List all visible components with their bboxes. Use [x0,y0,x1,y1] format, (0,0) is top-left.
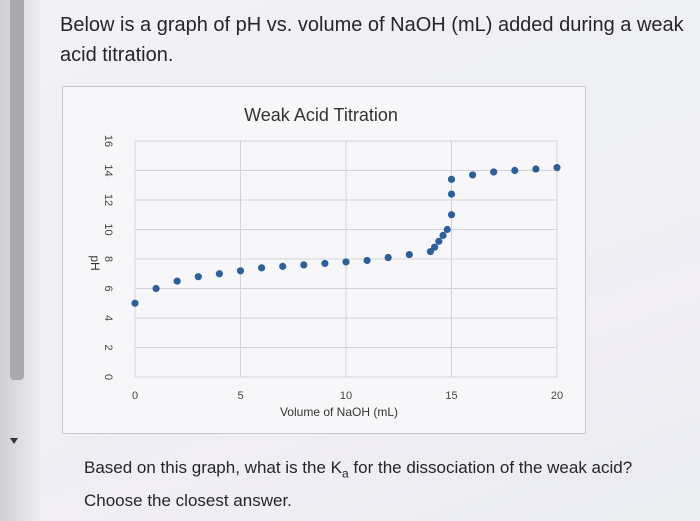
y-tick-label: 4 [102,315,114,321]
left-scrollbar-track[interactable] [0,0,40,521]
data-point [173,277,181,285]
y-tick-label: 16 [102,135,114,147]
data-point [300,261,308,269]
chart-title: Weak Acid Titration [244,105,398,125]
y-tick-label: 14 [102,164,114,176]
data-point [152,284,160,293]
chart-points [131,163,561,307]
chevron-down-icon[interactable] [10,438,18,444]
question-prompt: Based on this graph, what is the Ka for … [84,454,694,514]
titration-chart: 0 2 4 6 8 10 12 14 16 0 5 10 15 20 Weak Acid Titratio… [88,105,563,419]
data-point [469,171,477,179]
data-point [215,270,223,278]
data-point [431,243,439,251]
data-point [384,253,392,262]
data-point [194,273,202,281]
x-tick-label: 5 [237,390,243,402]
data-point [447,175,456,183]
question-prompt-after: for the dissociation of the weak acid? [348,458,633,477]
data-point [443,225,451,234]
data-point [447,211,456,219]
data-point [532,165,540,173]
scrollbar-thumb[interactable] [10,0,24,380]
y-tick-label: 10 [102,223,114,235]
y-tick-label: 0 [102,374,114,380]
question-intro-text: Below is a graph of pH vs. volume of NaO… [60,14,684,66]
y-axis-label: pH [88,255,102,270]
data-point [363,256,371,265]
x-axis-label: Volume of NaOH (mL) [280,405,398,419]
data-point [553,163,561,172]
data-point [405,250,413,259]
question-prompt-before: Based on this graph, what is the K [84,458,342,477]
y-tick-label: 8 [102,256,114,262]
y-tick-label: 6 [102,285,114,291]
data-point [439,231,447,239]
data-point [490,168,498,176]
x-tick-label: 20 [551,390,563,402]
x-tick-label: 0 [132,390,138,402]
data-point [131,299,139,307]
y-tick-label: 12 [102,194,114,206]
question-prompt-line2: Choose the closest answer. [84,491,292,511]
x-tick-label: 10 [340,390,352,402]
data-point [435,237,443,245]
y-tick-label: 2 [102,344,114,350]
data-point [342,258,350,266]
data-point [258,264,266,272]
data-point [321,259,329,268]
x-tick-label: 15 [445,390,457,402]
data-point [236,267,245,275]
data-point [447,190,456,198]
chart-tick-labels: 0 2 4 6 8 10 12 14 16 0 5 10 15 20 [102,135,563,402]
data-point [511,166,519,175]
chart-panel: 0 2 4 6 8 10 12 14 16 0 5 10 15 20 Weak Acid Titratio… [62,86,586,434]
data-point [279,262,287,270]
ka-subscript: a [342,466,349,481]
